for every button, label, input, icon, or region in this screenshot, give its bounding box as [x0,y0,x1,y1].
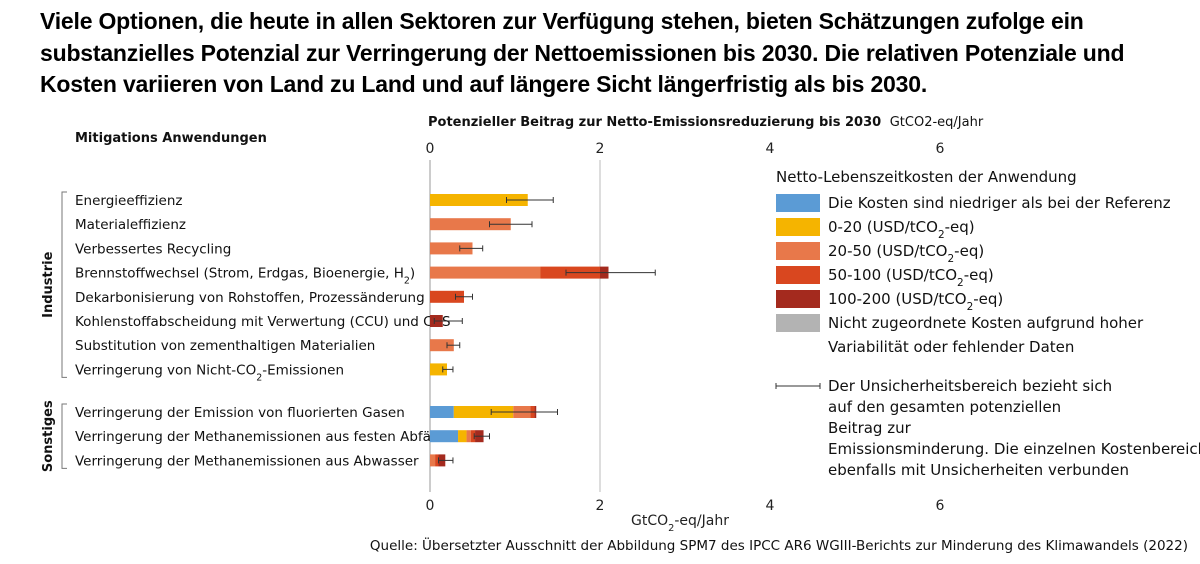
tick-label-bottom: 0 [426,498,435,514]
tick-label-bottom: 4 [766,498,775,514]
category-label: Dekarbonisierung von Rohstoffen, Prozess… [75,290,425,306]
legend-label: 20-50 (USD/tCO2-eq) [828,242,984,265]
legend-swatch [776,290,820,308]
bar-segment [430,242,473,255]
bar-segment [430,430,459,443]
group-label: Industrie [41,251,56,317]
legend-label: Die Kosten sind niedriger als bei der Re… [828,194,1171,212]
bar-segment [435,454,439,467]
legend: Netto-Lebenszeitkosten der Anwendung Die … [775,168,1200,479]
group-bracket [61,403,67,469]
group-label: Sonstiges [41,400,56,472]
bar-rows: Energieeffizienz Materialeffizienz Verbess… [75,193,656,469]
source-note: Quelle: Übersetzter Ausschnitt der Abbil… [369,538,1188,554]
tick-label-top: 6 [936,141,945,157]
legend-swatch [776,194,820,212]
bar-segment [430,339,454,352]
column-header: Mitigations Anwendungen [75,131,267,146]
bar-row: Verbessertes Recycling [75,241,484,257]
bar-row: Dekarbonisierung von Rohstoffen, Prozess… [75,290,473,306]
tick-label-top: 2 [596,141,605,157]
bar-row: Energieeffizienz [75,193,554,209]
bar-segment [466,430,471,443]
bar-row: Verringerung der Emission von fluorierte… [75,405,558,421]
bar-row: Kohlenstoffabscheidung mit Verwertung (C… [75,314,463,330]
category-label: Kohlenstoffabscheidung mit Verwertung (C… [75,314,451,330]
tick-label-top: 4 [766,141,775,157]
category-label: Verringerung der Methanemissionen aus fe… [75,429,455,445]
category-label: Materialeffizienz [75,217,186,233]
bar-row: Verringerung von Nicht-CO2-Emissionen [75,362,454,383]
group-brackets: Industrie Sonstiges [41,191,67,472]
legend-swatch [776,218,820,236]
legend-label: 50-100 (USD/tCO2-eq) [828,266,994,289]
bar-segment [453,406,514,418]
group-bracket [61,191,67,378]
tick-label-bottom: 6 [936,498,945,514]
category-label: Brennstoffwechsel (Strom, Erdgas, Bioene… [75,266,415,287]
bar-segment [430,266,541,279]
bar-segment [430,218,511,231]
legend-swatch [776,314,820,332]
legend-swatch [776,266,820,284]
tick-label-bottom: 2 [596,498,605,514]
bar-row: Verringerung der Methanemissionen aus fe… [75,429,490,445]
uncertainty-note: Der Unsicherheitsbereich bezieht sich auf… [828,377,1200,479]
legend-swatch [776,242,820,260]
legend-label: 100-200 (USD/tCO2-eq) [828,290,1003,313]
legend-title: Netto-Lebenszeitkosten der Anwendung [776,168,1077,186]
axis-ticks: 0 0 2 2 4 4 6 6 [426,141,945,514]
category-label: Verringerung von Nicht-CO2-Emissionen [75,362,344,383]
category-label: Substitution von zementhaltigen Material… [75,338,375,354]
headline: Viele Optionen, die heute in allen Sekto… [40,8,1125,97]
bar-segment [470,430,476,443]
category-label: Verbessertes Recycling [75,241,231,257]
category-label: Energieeffizienz [75,193,182,209]
bar-row: Substitution von zementhaltigen Material… [75,338,461,354]
category-label: Verringerung der Emission von fluorierte… [75,405,405,421]
bar-segment [430,406,454,418]
category-label: Verringerung der Methanemissionen aus Ab… [75,453,419,469]
x-axis-label: GtCO2-eq/Jahr [631,513,729,534]
bar-segment [430,454,436,467]
bar-row: Materialeffizienz [75,217,533,233]
bar-segment [458,430,467,443]
tick-label-top: 0 [426,141,435,157]
legend-label: 0-20 (USD/tCO2-eq) [828,218,975,241]
legend-label: Nicht zugeordnete Kosten aufgrund hoher V… [828,314,1144,356]
bar-row: Brennstoffwechsel (Strom, Erdgas, Bioene… [75,266,656,287]
bar-segment [430,194,528,206]
bar-row: Verringerung der Methanemissionen aus Ab… [75,453,454,469]
chart-title: Potenzieller Beitrag zur Netto-Emissions… [428,115,984,130]
